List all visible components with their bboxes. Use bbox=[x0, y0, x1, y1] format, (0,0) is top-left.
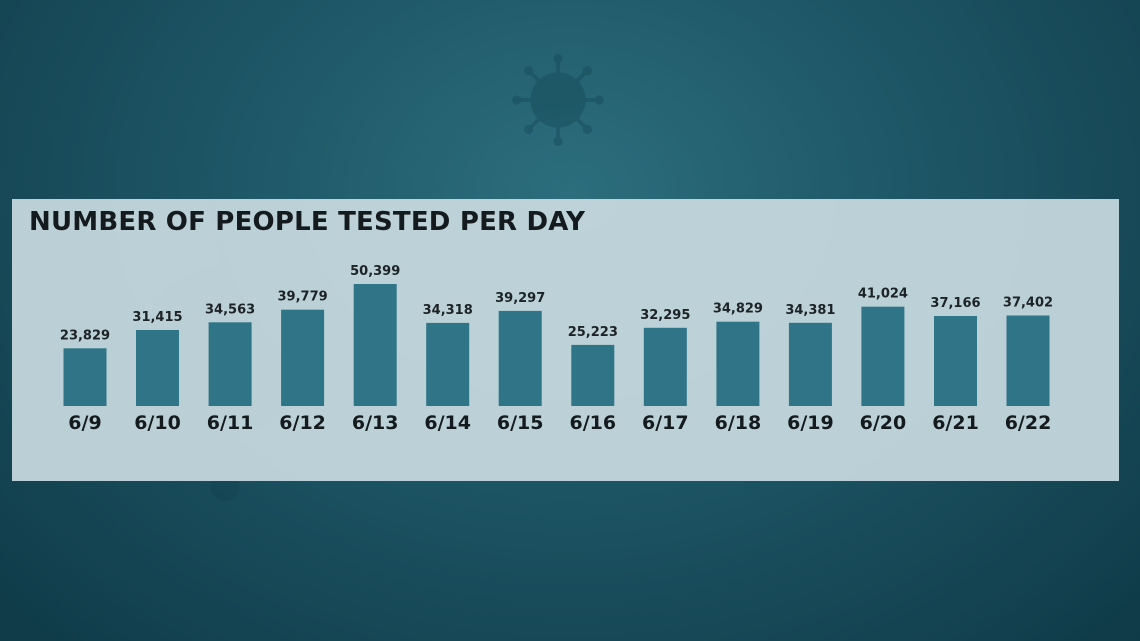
bar-6-20 bbox=[861, 306, 905, 406]
bar-6-10 bbox=[136, 330, 179, 406]
bar-value-label: 37,166 bbox=[930, 296, 980, 311]
bar-value-label: 34,381 bbox=[785, 303, 835, 318]
bar-6-16 bbox=[571, 344, 615, 406]
chart-panel: NUMBER OF PEOPLE TESTED PER DAY 23,829 6/… bbox=[12, 199, 1119, 481]
x-tick-label: 6/16 bbox=[569, 412, 616, 434]
bar-value-label: 32,295 bbox=[640, 308, 690, 323]
bar-value-label: 23,829 bbox=[60, 328, 110, 343]
bar-6-15 bbox=[498, 310, 542, 406]
bar-value-label: 37,402 bbox=[1003, 296, 1053, 311]
bar-6-19 bbox=[788, 322, 832, 406]
x-tick-label: 6/10 bbox=[134, 412, 181, 434]
bar-6-22 bbox=[1006, 315, 1050, 406]
bar-value-label: 39,297 bbox=[495, 291, 545, 306]
x-tick-label: 6/19 bbox=[787, 412, 834, 434]
bar-6-21 bbox=[934, 316, 977, 406]
bar-value-label: 34,318 bbox=[423, 303, 473, 318]
x-tick-label: 6/14 bbox=[424, 412, 471, 434]
bar-value-label: 25,223 bbox=[568, 325, 618, 340]
x-tick-label: 6/13 bbox=[352, 412, 399, 434]
x-tick-label: 6/11 bbox=[207, 412, 254, 434]
bar-6-18 bbox=[716, 321, 760, 406]
x-tick-label: 6/9 bbox=[68, 412, 101, 434]
bar-value-label: 34,563 bbox=[205, 302, 255, 317]
x-tick-label: 6/18 bbox=[715, 412, 762, 434]
virus-icon bbox=[512, 54, 604, 146]
chart-title: NUMBER OF PEOPLE TESTED PER DAY bbox=[29, 207, 586, 237]
bar-6-12 bbox=[281, 309, 325, 406]
bar-6-11 bbox=[208, 322, 252, 406]
bar-value-label: 39,779 bbox=[278, 290, 328, 305]
bar-value-label: 31,415 bbox=[132, 310, 182, 325]
bar-value-label: 41,024 bbox=[858, 287, 908, 302]
x-tick-label: 6/15 bbox=[497, 412, 544, 434]
bar-value-label: 50,399 bbox=[350, 264, 400, 279]
bar-6-9 bbox=[63, 348, 107, 406]
x-tick-label: 6/17 bbox=[642, 412, 689, 434]
bar-6-14 bbox=[426, 322, 470, 406]
bar-6-13 bbox=[353, 284, 397, 406]
x-tick-label: 6/21 bbox=[932, 412, 979, 434]
x-tick-label: 6/20 bbox=[860, 412, 907, 434]
bar-value-label: 34,829 bbox=[713, 302, 763, 317]
bar-6-17 bbox=[643, 327, 687, 406]
x-tick-label: 6/12 bbox=[279, 412, 326, 434]
x-tick-label: 6/22 bbox=[1005, 412, 1052, 434]
bar-chart: 23,829 6/9 31,415 6/10 34,563 6/11 39,779 6/12 5… bbox=[60, 264, 1053, 434]
